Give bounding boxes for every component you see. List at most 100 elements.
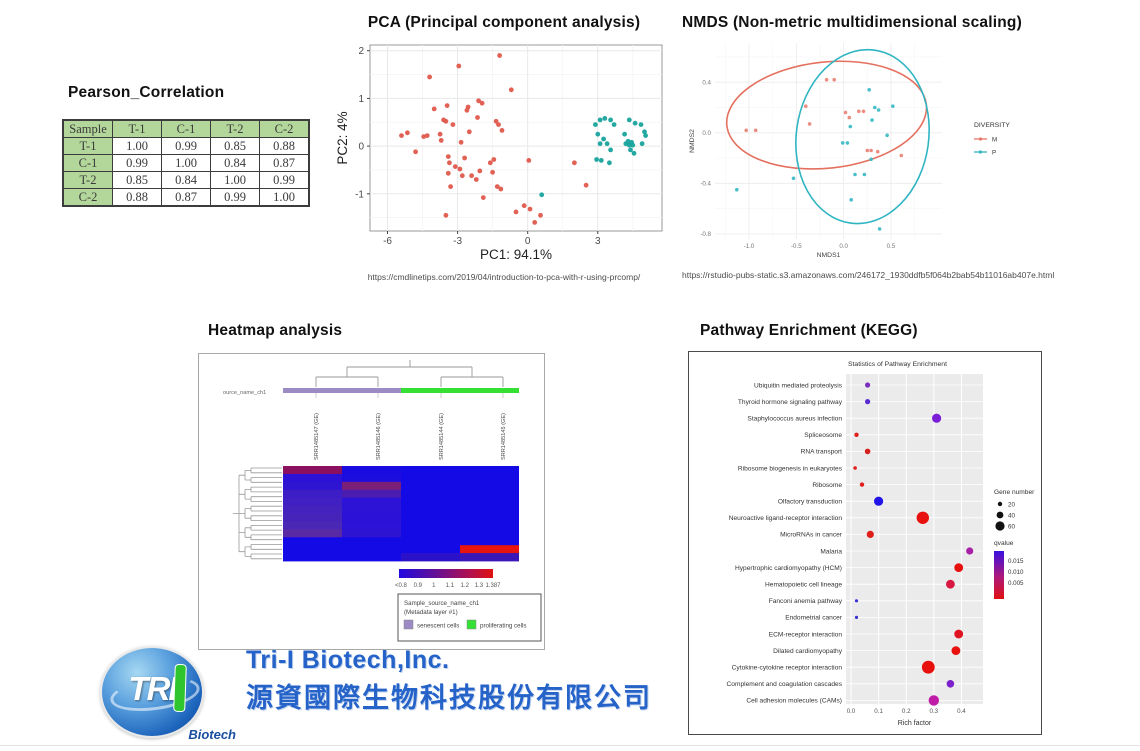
legend-item-label: M [992,136,997,143]
data-point [862,172,867,177]
data-point [487,160,493,166]
pearson-header-cell: T-2 [210,119,260,138]
row-dendrogram [233,467,282,560]
heatmap-cell [283,529,342,538]
x-tick-label: 3 [595,236,601,247]
metadata-track-0 [283,388,401,393]
heatmap-cell [460,529,519,538]
data-point [466,129,472,135]
colorbar-label: 1.2 [461,583,470,589]
kegg-dot [921,660,935,674]
heatmap-cell [460,545,519,554]
data-point [735,187,739,192]
kegg-dot [865,399,871,405]
heatmap-cell [401,545,460,554]
heatmap-cell [401,529,460,538]
company-logo: TRI Biotech [96,644,236,744]
kegg-panel: Statistics of Pathway Enrichment 0.0 0.1 0.… [688,351,1042,735]
data-point [494,184,500,190]
legend-title: DIVERSITY [974,122,1010,129]
data-point [877,227,882,231]
kegg-category-label: Staphylococcus aureus infection [747,416,842,423]
data-point [885,133,889,138]
data-point [448,184,453,190]
kegg-dot [966,547,974,555]
pearson-value-cell: 0.84 [161,171,211,189]
x-tick-label: -6 [383,236,392,247]
legend-swatch-senescent [403,619,414,630]
pearson-value-cell: 1.00 [259,188,310,207]
heatmap-cell [342,466,401,475]
pearson-value-cell: 0.99 [259,171,310,189]
heatmap-cell [401,497,460,506]
legend-swatch-point [978,137,983,141]
data-point [597,117,603,123]
data-point [608,147,613,153]
data-point [458,139,464,145]
y-tick-label: -0.8 [700,231,711,238]
pca-source-url: https://cmdlinetips.com/2019/04/introduc… [367,272,641,282]
nmds-title: NMDS (Non-metric multidimensional scalin… [682,14,1022,31]
data-point [843,110,848,115]
gene-number-swatch [996,511,1004,519]
company-name-english: Tri-I Biotech,Inc. [246,646,450,674]
heatmap-section: Heatmap analysis ource_name_ch1 SRR148514… [198,322,545,650]
heatmap-cell [401,521,460,530]
pca-panel [369,44,663,232]
heatmap-cell [342,505,401,514]
data-point [869,157,873,162]
heatmap-panel: ource_name_ch1 SRR1485147 (GE) SRR1485146 … [198,353,545,650]
x-tick-label: 0.0 [847,708,856,715]
pearson-row: C-1 0.99 1.00 0.84 0.87 [62,154,310,172]
data-point [753,128,758,133]
data-point [857,109,861,114]
data-point [477,168,483,174]
data-point [444,103,450,108]
heatmap-cell [283,481,342,491]
pearson-row: C-2 0.88 0.87 0.99 1.00 [62,188,310,207]
x-tick-label: 0.5 [887,243,896,250]
pearson-value-cell: 0.99 [161,137,211,155]
data-point [608,117,613,123]
data-point [469,173,474,179]
pearson-value-cell: 0.85 [112,171,162,189]
data-point [513,209,519,215]
heatmap-cell [342,521,401,530]
data-point [526,158,532,163]
company-name-chinese: 源資國際生物科技股份有限公司 [246,683,652,713]
heatmap-cell [342,537,401,546]
heatmap-col-label: SRR1485144 (GE) [439,413,445,460]
data-point [631,150,637,156]
data-point [638,122,644,127]
data-point [456,63,462,69]
kegg-category-label: MicroRNAs in cancer [780,532,843,539]
data-point [465,104,471,110]
heatmap-cell [283,513,342,522]
data-point [438,138,444,143]
kegg-dot [946,579,955,589]
data-point [497,53,502,58]
heatmap-cell [401,473,460,483]
data-point [643,133,648,138]
data-point [849,198,853,202]
pearson-row-label: C-2 [62,188,113,207]
y-tick-label: 2 [358,46,364,57]
data-point [532,220,538,225]
data-point [475,115,480,120]
data-point [628,147,633,153]
y-tick-label: -1 [355,189,364,200]
data-point [899,153,904,158]
kegg-panel-bg [846,374,983,704]
kegg-dot [859,482,865,487]
data-point [611,122,617,127]
company-names: Tri-I Biotech,Inc. 源資國際生物科技股份有限公司 [246,646,652,715]
data-point [499,128,505,133]
data-point [450,122,456,127]
kegg-category-label: Cell adhesion molecules (CAMs) [746,698,842,705]
qvalue-label: 0.015 [1008,558,1024,565]
data-point [804,104,808,108]
heatmap-cell [460,505,519,514]
kegg-category-label: Spliceosome [804,432,842,439]
data-point [867,88,871,92]
y-tick-label: 0.4 [702,79,711,86]
